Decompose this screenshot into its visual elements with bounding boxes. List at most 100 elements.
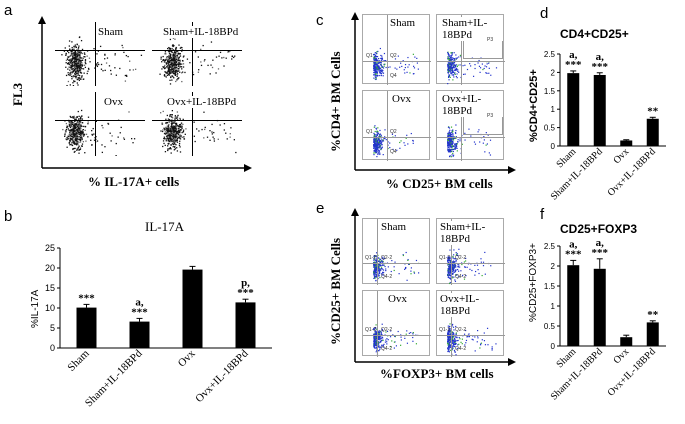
data-dot — [75, 123, 77, 125]
data-dot — [455, 336, 457, 338]
data-dot — [380, 67, 382, 69]
data-dot — [450, 142, 452, 145]
data-dot — [480, 343, 482, 345]
data-dot — [62, 128, 64, 131]
data-dot — [375, 58, 377, 60]
quad-line-v — [192, 92, 193, 156]
data-dot — [447, 72, 449, 74]
data-dot — [177, 114, 179, 117]
data-dot — [75, 143, 78, 146]
data-dot — [166, 57, 168, 59]
data-dot — [74, 123, 76, 125]
data-dot — [71, 122, 74, 124]
data-dot — [448, 344, 450, 346]
data-dot — [447, 142, 449, 144]
data-dot — [172, 68, 174, 71]
data-dot — [179, 134, 182, 136]
data-dot — [380, 140, 382, 143]
data-dot — [448, 349, 450, 351]
data-dot — [78, 58, 80, 60]
gate-label: Q4-2 — [455, 346, 467, 352]
data-dot — [76, 57, 78, 59]
data-dot — [452, 268, 455, 271]
data-dot — [404, 63, 407, 66]
data-dot — [172, 55, 174, 57]
data-dot — [412, 340, 414, 342]
data-dot — [453, 332, 455, 335]
data-dot — [447, 274, 449, 276]
data-dot — [467, 335, 469, 338]
data-dot — [65, 128, 68, 131]
data-dot — [459, 338, 461, 340]
data-dot — [175, 117, 177, 119]
data-dot — [375, 324, 377, 326]
bar — [76, 307, 97, 348]
data-dot — [74, 57, 77, 59]
y-tick-label: 1 — [551, 302, 556, 311]
data-dot — [177, 65, 180, 67]
data-dot — [79, 131, 81, 133]
data-dot — [129, 60, 131, 62]
data-dot — [73, 58, 76, 60]
data-dot — [168, 128, 170, 131]
data-dot — [454, 145, 456, 147]
data-dot — [382, 269, 385, 271]
data-dot — [394, 261, 396, 263]
data-dot — [69, 74, 71, 76]
data-dot — [213, 138, 215, 140]
data-dot — [374, 74, 376, 76]
data-dot — [478, 65, 481, 67]
data-dot — [377, 266, 379, 268]
significance-stars: *** — [565, 248, 582, 260]
data-dot — [454, 351, 456, 353]
data-dot — [73, 134, 75, 136]
data-dot — [448, 142, 451, 144]
data-dot — [72, 148, 74, 150]
data-dot — [82, 68, 85, 70]
data-dot — [404, 144, 406, 146]
data-dot — [374, 138, 377, 140]
data-dot — [79, 71, 81, 73]
data-dot — [449, 346, 451, 349]
data-dot — [373, 263, 375, 266]
data-dot — [374, 134, 377, 136]
data-dot — [167, 118, 170, 120]
data-dot — [71, 41, 73, 43]
data-dot — [74, 60, 77, 63]
data-dot — [200, 64, 203, 67]
data-dot — [380, 69, 382, 72]
data-dot — [375, 351, 377, 353]
data-dot — [376, 342, 378, 345]
data-dot — [449, 274, 451, 277]
data-dot — [76, 51, 79, 53]
data-dot — [174, 125, 176, 128]
data-dot — [168, 58, 170, 60]
data-dot — [382, 344, 384, 347]
data-dot — [396, 149, 398, 151]
data-dot — [72, 76, 74, 78]
data-dot — [457, 264, 459, 266]
data-dot — [66, 62, 69, 65]
data-dot — [74, 75, 77, 78]
data-dot — [379, 261, 381, 263]
data-dot — [398, 273, 400, 275]
data-dot — [202, 44, 204, 47]
significance-letter: a, — [596, 237, 605, 249]
data-dot — [466, 68, 469, 71]
panel-e-letter: e — [316, 200, 325, 217]
data-dot — [76, 55, 79, 58]
data-dot — [379, 336, 381, 338]
data-dot — [80, 51, 82, 53]
data-dot — [169, 79, 171, 81]
data-dot — [127, 55, 129, 58]
data-dot — [79, 139, 82, 142]
data-dot — [160, 56, 162, 58]
data-dot — [383, 138, 385, 140]
data-dot — [450, 340, 452, 342]
data-dot — [383, 52, 386, 55]
data-dot — [101, 151, 104, 154]
data-dot — [381, 268, 384, 270]
data-dot — [455, 137, 457, 140]
data-dot — [402, 254, 405, 257]
data-dot — [454, 67, 456, 69]
